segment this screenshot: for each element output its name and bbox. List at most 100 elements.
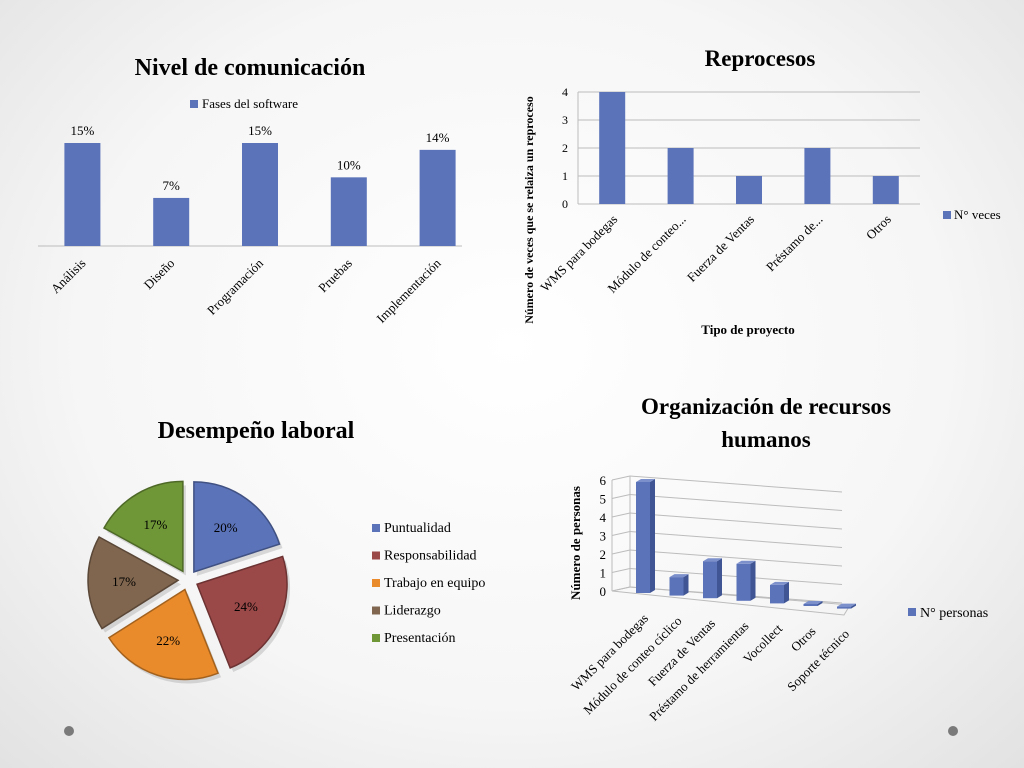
chart2-category-label: Fuerza de Ventas xyxy=(684,212,757,285)
chart4-bar-side xyxy=(851,603,856,609)
chart4-legend-swatch xyxy=(908,608,916,616)
chart4-y-tick-label: 6 xyxy=(600,473,607,488)
chart2-title: Reprocesos xyxy=(705,46,816,71)
chart-nivel-comunicacion: Nivel de comunicación Fases del software… xyxy=(38,55,462,326)
chart2-bar xyxy=(736,176,762,204)
chart2-y-axis-title-line1: Número de veces que se relaiza un reproc… xyxy=(522,96,536,323)
chart2-y-tick-label: 1 xyxy=(562,169,568,183)
chart2-legend-label: N° veces xyxy=(954,207,1001,222)
chart1-category-label: Implementación xyxy=(373,255,444,326)
chart1-bar xyxy=(330,177,367,246)
chart2-y-tick-label: 0 xyxy=(562,197,568,211)
chart4-gridline xyxy=(629,549,843,567)
chart3-data-label: 22% xyxy=(156,633,180,648)
chart3-slice xyxy=(193,481,281,573)
chart4-bar-side xyxy=(784,581,789,604)
chart4-bar xyxy=(636,482,650,593)
chart2-y-tick-label: 4 xyxy=(562,85,568,99)
chart1-bar xyxy=(419,149,456,246)
chart4-gridline-side xyxy=(611,512,631,518)
chart4-bar xyxy=(803,604,818,606)
chart4-gridline xyxy=(629,494,843,511)
prev-slide-dot[interactable] xyxy=(64,726,74,736)
chart4-bar xyxy=(736,563,751,601)
chart4-gridline xyxy=(629,512,843,530)
chart3-slice xyxy=(196,555,288,669)
chart4-gridline-side xyxy=(611,531,631,536)
chart3-legend-swatch xyxy=(372,579,380,587)
chart2-category-label: Otros xyxy=(863,212,894,243)
chart4-gridline-side xyxy=(611,549,631,555)
chart4-legend-label: N° personas xyxy=(920,606,988,621)
chart2-legend-swatch xyxy=(943,211,951,219)
chart2-x-axis-title: Tipo de proyecto xyxy=(701,322,794,337)
chart4-y-tick-label: 3 xyxy=(600,529,607,544)
chart1-data-label: 10% xyxy=(337,157,361,172)
chart4-gridline xyxy=(629,568,843,585)
chart4-gridline-side xyxy=(611,494,631,499)
chart4-bar-top xyxy=(837,603,856,607)
chart3-data-label: 24% xyxy=(234,599,258,614)
chart4-y-axis-title: Número de personas xyxy=(568,486,583,600)
chart4-bar-top xyxy=(803,601,823,604)
chart1-category-label: Diseño xyxy=(141,256,178,293)
chart4-gridline xyxy=(629,531,843,548)
chart1-bar xyxy=(242,143,278,246)
chart3-legend-label: Puntualidad xyxy=(384,521,451,536)
chart4-bar xyxy=(669,577,684,596)
chart-reprocesos: Reprocesos Número de veces que se relaiz… xyxy=(522,46,1001,337)
chart-desempeno-laboral: Desempeño laboral 20% 24% 22% 17% 17% Puntua… xyxy=(87,418,485,684)
chart3-legend-label: Presentación xyxy=(384,631,456,646)
chart1-legend-label: Fases del software xyxy=(202,96,298,111)
chart3-legend-swatch xyxy=(372,551,380,560)
chart-organizacion-recursos: Organización de recursos humanos Número … xyxy=(568,394,988,724)
chart1-bar xyxy=(153,197,190,246)
chart4-bar-side xyxy=(750,560,756,601)
chart3-slice xyxy=(87,535,180,630)
chart4-bar-top xyxy=(770,581,789,585)
chart4-y-tick-label: 2 xyxy=(600,547,607,562)
chart3-data-label: 17% xyxy=(143,517,167,532)
chart2-y-tick-label: 3 xyxy=(562,113,568,127)
chart4-bar xyxy=(770,584,784,604)
chart4-gridline-side xyxy=(611,475,631,481)
chart4-y-tick-label: 4 xyxy=(600,510,607,525)
chart4-category-label: Otros xyxy=(788,624,819,655)
chart4-y-tick-label: 1 xyxy=(600,566,607,581)
chart1-category-label: Análisis xyxy=(48,256,89,297)
chart3-legend-label: Responsabilidad xyxy=(384,549,477,564)
chart4-bar-top xyxy=(736,560,756,564)
chart2-y-tick-label: 2 xyxy=(562,141,568,155)
chart1-title: Nivel de comunicación xyxy=(135,55,366,81)
chart3-legend-label: Trabajo en equipo xyxy=(384,576,485,591)
chart2-bar xyxy=(872,176,899,204)
chart3-legend-swatch xyxy=(372,606,380,615)
chart4-bar-side xyxy=(717,558,722,599)
chart4-gridline-side xyxy=(611,568,631,573)
chart4-gridline xyxy=(629,475,843,493)
chart4-bar-top xyxy=(636,479,655,482)
chart2-bar xyxy=(599,92,626,204)
chart1-data-label: 15% xyxy=(70,123,94,138)
chart4-bar-side xyxy=(817,601,823,606)
chart4-bar xyxy=(703,561,717,599)
chart1-category-label: Pruebas xyxy=(315,256,355,296)
chart3-slice xyxy=(103,480,184,573)
chart3-legend-swatch xyxy=(372,634,380,642)
chart4-title-line1: Organización de recursos xyxy=(641,394,891,419)
chart4-bar-side xyxy=(683,574,689,596)
chart4-title-line2: humanos xyxy=(721,427,811,452)
chart4-bar-top xyxy=(703,558,722,562)
chart3-legend-swatch xyxy=(372,524,380,532)
chart4-bar-top xyxy=(669,574,689,578)
chart4-y-tick-label: 5 xyxy=(600,492,607,507)
chart1-legend-swatch xyxy=(190,100,198,108)
chart1-bar xyxy=(64,143,101,246)
chart3-data-label: 20% xyxy=(214,520,238,535)
next-slide-dot[interactable] xyxy=(948,726,958,736)
chart2-bar xyxy=(804,148,831,204)
chart4-y-tick-label: 0 xyxy=(600,584,607,599)
chart2-bar xyxy=(667,148,694,204)
chart3-slice xyxy=(107,588,220,681)
